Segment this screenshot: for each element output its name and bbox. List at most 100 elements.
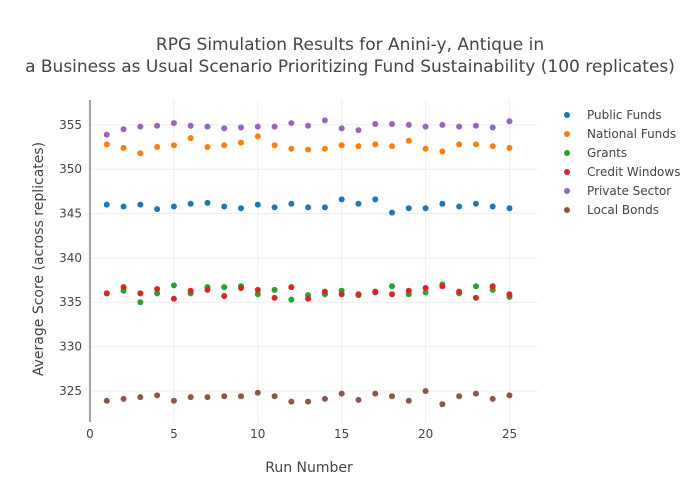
data-point bbox=[389, 291, 396, 298]
legend-item: Private Sector bbox=[564, 184, 671, 198]
data-point bbox=[137, 394, 144, 401]
legend-label: National Funds bbox=[587, 127, 676, 141]
data-point bbox=[204, 394, 211, 401]
data-point bbox=[405, 121, 412, 128]
data-point bbox=[221, 284, 228, 291]
x-tick-label: 15 bbox=[334, 427, 349, 441]
data-point bbox=[271, 204, 278, 211]
data-point bbox=[338, 196, 345, 203]
legend: Public Funds National Funds Grants Credit W… bbox=[564, 108, 680, 217]
data-point bbox=[439, 200, 446, 207]
data-point bbox=[355, 200, 362, 207]
data-point bbox=[305, 295, 312, 302]
data-point bbox=[422, 145, 429, 152]
chart-title: RPG Simulation Results for Anini-y, Anti… bbox=[25, 35, 675, 77]
data-point bbox=[422, 285, 429, 292]
series-private-sector bbox=[103, 117, 513, 138]
data-point bbox=[489, 395, 496, 402]
data-point bbox=[472, 200, 479, 207]
data-point bbox=[489, 143, 496, 150]
data-point bbox=[405, 397, 412, 404]
data-point bbox=[506, 118, 513, 125]
legend-item: Local Bonds bbox=[564, 203, 659, 217]
data-point bbox=[154, 290, 161, 297]
data-point bbox=[422, 123, 429, 130]
data-point bbox=[154, 206, 161, 213]
legend-marker bbox=[564, 112, 570, 118]
data-point bbox=[321, 204, 328, 211]
data-point bbox=[389, 120, 396, 127]
data-point bbox=[456, 393, 463, 400]
data-point bbox=[288, 200, 295, 207]
x-tick-label: 20 bbox=[418, 427, 433, 441]
data-point bbox=[338, 125, 345, 132]
data-point bbox=[472, 141, 479, 148]
data-point bbox=[372, 141, 379, 148]
data-point bbox=[187, 122, 194, 129]
data-point bbox=[238, 124, 245, 131]
legend-marker bbox=[564, 207, 570, 213]
data-point bbox=[372, 288, 379, 295]
data-point bbox=[355, 143, 362, 150]
data-point bbox=[170, 120, 177, 127]
x-tick-label: 10 bbox=[250, 427, 265, 441]
chart-title-line-2: a Business as Usual Scenario Prioritizin… bbox=[25, 57, 675, 77]
data-point bbox=[187, 200, 194, 207]
data-point bbox=[254, 201, 261, 208]
data-point bbox=[305, 398, 312, 405]
data-point bbox=[305, 204, 312, 211]
data-point bbox=[372, 390, 379, 397]
data-point bbox=[170, 203, 177, 210]
axes: 0 5 10 15 20 25 325 330 335 340 345 350 355 bbox=[59, 100, 517, 441]
data-point bbox=[120, 126, 127, 133]
data-point bbox=[456, 123, 463, 130]
data-point bbox=[405, 205, 412, 212]
series-national-funds bbox=[103, 133, 513, 157]
data-point bbox=[288, 398, 295, 405]
data-point bbox=[271, 142, 278, 149]
data-point bbox=[120, 144, 127, 151]
data-point bbox=[221, 393, 228, 400]
data-point bbox=[254, 286, 261, 293]
data-point bbox=[120, 203, 127, 210]
data-point bbox=[456, 203, 463, 210]
data-point bbox=[238, 139, 245, 146]
data-point bbox=[137, 123, 144, 130]
data-point bbox=[355, 291, 362, 298]
legend-label: Local Bonds bbox=[587, 203, 659, 217]
data-point bbox=[137, 299, 144, 306]
data-point bbox=[204, 144, 211, 151]
data-point bbox=[154, 392, 161, 399]
data-point bbox=[472, 122, 479, 129]
series-public-funds bbox=[103, 196, 513, 216]
x-axis-title: Run Number bbox=[265, 460, 353, 476]
legend-marker bbox=[564, 169, 570, 175]
series-local-bonds bbox=[103, 387, 513, 408]
data-point bbox=[154, 144, 161, 151]
data-point bbox=[103, 201, 110, 208]
data-point bbox=[254, 133, 261, 140]
data-point bbox=[439, 121, 446, 128]
legend-marker bbox=[564, 150, 570, 156]
data-point bbox=[254, 389, 261, 396]
data-point bbox=[154, 285, 161, 292]
data-point bbox=[137, 150, 144, 157]
data-point bbox=[271, 294, 278, 301]
data-points bbox=[103, 117, 513, 408]
y-tick-label: 325 bbox=[59, 384, 82, 398]
data-point bbox=[103, 131, 110, 138]
data-point bbox=[271, 393, 278, 400]
x-tick-label: 25 bbox=[502, 427, 517, 441]
x-tick-label: 5 bbox=[170, 427, 178, 441]
data-point bbox=[221, 203, 228, 210]
y-tick-label: 350 bbox=[59, 162, 82, 176]
data-point bbox=[204, 199, 211, 206]
data-point bbox=[422, 205, 429, 212]
data-point bbox=[187, 287, 194, 294]
data-point bbox=[506, 205, 513, 212]
data-point bbox=[405, 287, 412, 294]
data-point bbox=[271, 123, 278, 130]
data-point bbox=[288, 296, 295, 303]
data-point bbox=[204, 286, 211, 293]
data-point bbox=[221, 142, 228, 149]
